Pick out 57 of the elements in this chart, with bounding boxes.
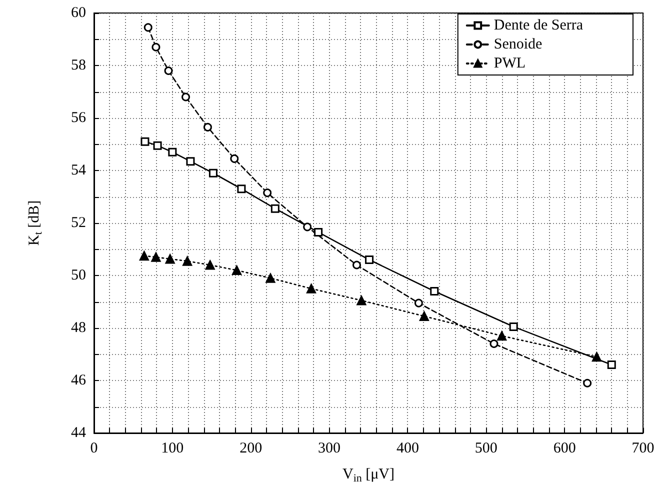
- point: [232, 266, 242, 275]
- point: [208, 168, 218, 178]
- point: [153, 141, 162, 150]
- point: [164, 66, 173, 75]
- point: [592, 352, 602, 362]
- point: [490, 340, 498, 348]
- y-tick-label: 60: [71, 5, 86, 21]
- point: [205, 260, 215, 270]
- point: [140, 137, 150, 146]
- point: [352, 260, 361, 270]
- y-tick-label: 54: [71, 162, 86, 178]
- point: [266, 273, 276, 283]
- x-tick-label: 700: [632, 440, 654, 456]
- y-tick-label: 56: [71, 110, 86, 126]
- x-tick-label: 400: [396, 440, 419, 456]
- point: [263, 188, 272, 198]
- point: [509, 322, 518, 331]
- point: [607, 360, 616, 369]
- point: [237, 184, 246, 194]
- point: [306, 284, 316, 294]
- point: [419, 311, 429, 321]
- y-tick-label: 48: [71, 320, 86, 336]
- y-tick-label: 50: [71, 268, 86, 284]
- point: [270, 204, 280, 213]
- y-tick-label: 46: [71, 372, 86, 388]
- y-tick-label: 58: [71, 58, 86, 74]
- point: [168, 148, 177, 156]
- legend-label: Senoide: [494, 36, 543, 52]
- point: [152, 42, 160, 52]
- x-tick-label: 600: [553, 440, 576, 456]
- point: [182, 92, 190, 102]
- legend-label: PWL: [494, 56, 526, 72]
- point: [414, 298, 423, 308]
- x-tick-label: 300: [318, 440, 341, 456]
- point: [165, 254, 175, 264]
- point: [430, 287, 439, 296]
- x-tick-label: 500: [474, 440, 498, 456]
- y-axis-title: Kt [dB]: [26, 200, 44, 246]
- y-tick-label: 52: [71, 215, 86, 231]
- point: [497, 331, 507, 341]
- point: [314, 228, 323, 236]
- point: [151, 252, 161, 262]
- point: [583, 378, 592, 388]
- point: [186, 157, 195, 166]
- legend-label: Dente de Serra: [494, 18, 584, 34]
- point: [144, 23, 152, 32]
- point: [182, 256, 192, 266]
- y-tick-label: 44: [71, 425, 86, 441]
- point: [303, 222, 312, 232]
- point: [230, 154, 239, 163]
- point: [203, 122, 212, 132]
- x-tick-label: 100: [161, 440, 184, 456]
- x-tick-label: 0: [90, 440, 98, 456]
- point: [356, 296, 366, 306]
- x-tick-label: 200: [240, 440, 262, 456]
- point: [139, 251, 149, 261]
- point: [365, 256, 374, 264]
